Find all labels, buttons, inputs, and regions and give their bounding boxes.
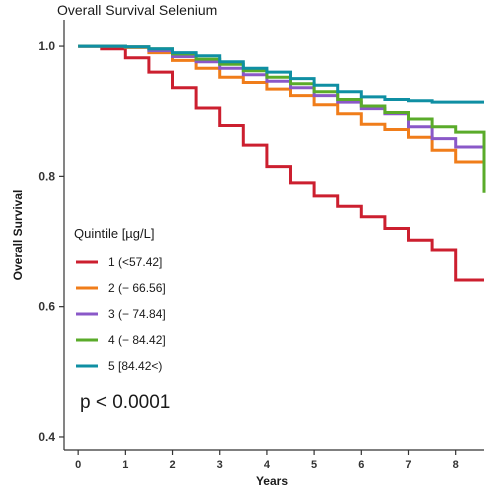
survival-curve-quintile-2 [78, 44, 484, 164]
y-ticks: 0.4 0.6 0.8 1.0 [38, 39, 64, 444]
survival-curve-quintile-1 [78, 44, 484, 282]
x-tick-label: 0 [75, 459, 81, 471]
legend-label-quintile-1: 1 (<57.42] [108, 255, 162, 269]
survival-curve-quintile-3 [78, 44, 484, 149]
y-tick-label: 0.8 [38, 169, 55, 183]
y-axis-label: Overall Survival [11, 190, 25, 281]
survival-curves [78, 44, 486, 282]
legend-label-quintile-3: 3 (− 74.84] [108, 307, 166, 321]
x-tick-label: 2 [169, 459, 175, 471]
x-axis-label: Years [256, 474, 288, 488]
y-tick-label: 0.4 [38, 430, 55, 444]
p-value-annotation: p < 0.0001 [80, 392, 170, 413]
x-tick-label: 6 [358, 459, 364, 471]
legend-items: 1 (<57.42] 2 (− 66.56] 3 (− 74.84] 4 (− 84.… [76, 255, 166, 373]
legend-label-quintile-2: 2 (− 66.56] [108, 281, 166, 295]
survival-curve-quintile-5 [78, 44, 484, 104]
survival-curve-quintile-4 [78, 44, 486, 193]
x-ticks: 0 1 2 3 4 5 6 7 8 [75, 450, 459, 471]
x-tick-label: 8 [453, 459, 459, 471]
legend-label-quintile-4: 4 (− 84.42] [108, 333, 166, 347]
legend-label-quintile-5: 5 [84.42<) [108, 359, 162, 373]
legend: Quintile [µg/L] 1 (<57.42] 2 (− 66.56] 3 (… [74, 226, 166, 373]
y-tick-label: 1.0 [38, 39, 55, 53]
x-tick-label: 3 [217, 459, 223, 471]
chart-title: Overall Survival Selenium [57, 2, 217, 18]
axes: 0.4 0.6 0.8 1.0 0 1 2 3 4 5 6 7 8 [38, 20, 484, 471]
x-tick-label: 5 [311, 459, 317, 471]
legend-title: Quintile [µg/L] [74, 226, 154, 241]
x-tick-label: 7 [405, 459, 411, 471]
y-tick-label: 0.6 [38, 300, 55, 314]
x-tick-label: 4 [264, 459, 271, 471]
x-tick-label: 1 [122, 459, 128, 471]
